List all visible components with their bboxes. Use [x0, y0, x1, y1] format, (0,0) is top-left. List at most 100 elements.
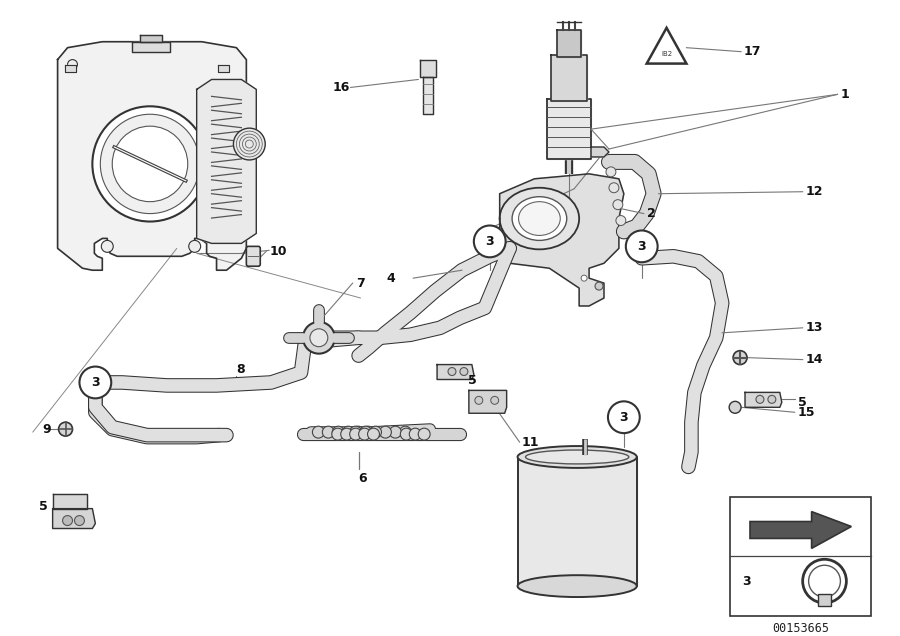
Circle shape [608, 401, 640, 433]
Polygon shape [557, 30, 581, 57]
Circle shape [303, 322, 335, 354]
Circle shape [75, 516, 85, 525]
Circle shape [808, 565, 841, 597]
Polygon shape [750, 511, 851, 548]
Polygon shape [591, 147, 609, 157]
Circle shape [475, 396, 482, 404]
Ellipse shape [526, 450, 629, 464]
Text: 14: 14 [806, 353, 824, 366]
Circle shape [112, 126, 188, 202]
Circle shape [362, 426, 374, 438]
Text: 3: 3 [91, 376, 100, 389]
Circle shape [237, 131, 262, 157]
Text: 00153665: 00153665 [772, 623, 829, 635]
FancyBboxPatch shape [817, 594, 832, 606]
Circle shape [734, 350, 747, 364]
Polygon shape [547, 99, 591, 159]
Text: 3: 3 [742, 575, 751, 588]
Circle shape [616, 216, 625, 226]
Polygon shape [420, 60, 436, 78]
Text: 5: 5 [468, 374, 477, 387]
Text: 9: 9 [42, 423, 51, 436]
Circle shape [189, 240, 201, 252]
Circle shape [448, 368, 456, 375]
Polygon shape [132, 42, 170, 52]
Circle shape [352, 426, 365, 438]
Text: 3: 3 [485, 235, 494, 248]
Circle shape [239, 134, 259, 154]
Text: IB2: IB2 [661, 51, 672, 57]
Circle shape [350, 428, 362, 440]
Circle shape [242, 137, 256, 151]
Text: 12: 12 [806, 185, 824, 198]
Bar [730, 497, 871, 616]
Circle shape [370, 426, 382, 438]
Circle shape [390, 426, 401, 438]
Circle shape [312, 426, 324, 438]
Polygon shape [552, 55, 587, 101]
Text: 17: 17 [744, 45, 761, 58]
Circle shape [606, 167, 616, 177]
Circle shape [400, 426, 411, 438]
Circle shape [380, 426, 392, 438]
Circle shape [473, 226, 506, 258]
Ellipse shape [512, 197, 567, 240]
Polygon shape [65, 65, 76, 71]
Circle shape [626, 230, 658, 262]
Circle shape [358, 428, 371, 440]
Text: 8: 8 [237, 363, 245, 376]
Circle shape [595, 282, 603, 290]
Circle shape [367, 428, 380, 440]
Ellipse shape [518, 202, 561, 235]
Circle shape [246, 140, 253, 148]
Circle shape [460, 368, 468, 375]
Circle shape [350, 426, 362, 438]
Text: 10: 10 [269, 245, 287, 258]
Text: 6: 6 [358, 473, 367, 485]
Polygon shape [745, 392, 782, 407]
Circle shape [79, 366, 112, 398]
Text: 5: 5 [39, 500, 48, 513]
Circle shape [322, 426, 334, 438]
Circle shape [410, 428, 421, 440]
Polygon shape [197, 80, 256, 244]
Text: 7: 7 [356, 277, 364, 289]
Circle shape [803, 559, 846, 603]
Polygon shape [218, 65, 230, 71]
Circle shape [756, 396, 764, 403]
Circle shape [491, 396, 499, 404]
Circle shape [68, 60, 77, 69]
Circle shape [581, 275, 587, 281]
Circle shape [613, 200, 623, 210]
Circle shape [768, 396, 776, 403]
Ellipse shape [518, 575, 637, 597]
Polygon shape [647, 28, 687, 64]
Text: 2: 2 [647, 207, 655, 220]
Ellipse shape [518, 446, 637, 468]
Ellipse shape [500, 188, 579, 249]
Text: 13: 13 [806, 321, 823, 335]
Circle shape [342, 426, 354, 438]
Circle shape [609, 183, 619, 193]
Circle shape [102, 240, 113, 252]
Text: 4: 4 [387, 272, 395, 285]
Circle shape [360, 426, 372, 438]
Circle shape [310, 329, 328, 347]
Circle shape [63, 516, 73, 525]
Polygon shape [140, 35, 162, 42]
Text: 1: 1 [841, 88, 850, 101]
Circle shape [341, 428, 353, 440]
Circle shape [100, 114, 200, 214]
Circle shape [233, 128, 266, 160]
Circle shape [332, 428, 344, 440]
Polygon shape [52, 509, 95, 529]
Circle shape [332, 426, 344, 438]
Text: 16: 16 [333, 81, 350, 94]
Polygon shape [52, 494, 87, 509]
FancyBboxPatch shape [247, 246, 260, 266]
Polygon shape [58, 42, 247, 270]
Polygon shape [469, 391, 507, 413]
Polygon shape [437, 364, 473, 380]
Circle shape [729, 401, 741, 413]
Circle shape [418, 428, 430, 440]
